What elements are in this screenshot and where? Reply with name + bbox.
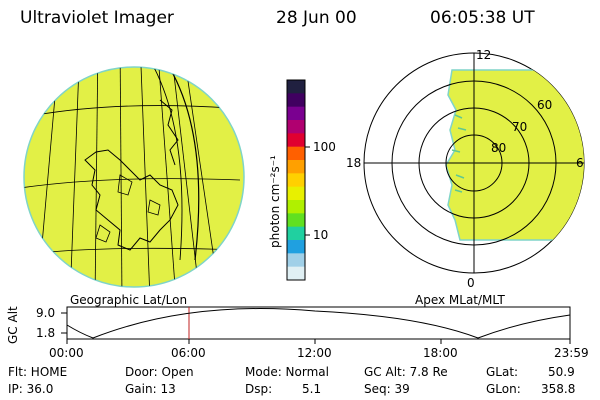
x-tick-1800: 18:00 <box>423 346 458 360</box>
altitude-ylabel: GC Alt <box>6 306 20 344</box>
colorbar-band <box>287 266 305 281</box>
status-glon-label: GLon: <box>486 382 521 396</box>
status-gc-alt: GC Alt: 7.8 Re <box>364 365 448 379</box>
colorbar-band <box>287 253 305 268</box>
geographic-image <box>23 66 245 288</box>
colorbar-tick-100: 100 <box>313 140 336 154</box>
status-flt: Flt: HOME <box>8 365 68 379</box>
header-time: 06:05:38 UT <box>430 8 535 28</box>
colorbar-band <box>287 93 305 108</box>
status-glat-value: 50.9 <box>548 365 575 379</box>
x-tick-2359: 23:59 <box>554 346 589 360</box>
colorbar-band <box>287 186 305 201</box>
colorbar-band <box>287 106 305 121</box>
mlt-label-6: 6 <box>576 156 584 170</box>
x-tick-0600: 06:00 <box>171 346 206 360</box>
status-glon-value: 358.8 <box>541 382 576 396</box>
colorbar-band <box>287 133 305 148</box>
colorbar-band <box>287 146 305 161</box>
colorbar-tick-10: 10 <box>313 228 329 242</box>
colorbar-band <box>287 213 305 228</box>
altitude-plot <box>61 306 571 344</box>
colorbar-unit-label: photon cm⁻²s⁻¹ <box>268 155 282 248</box>
colorbar-band <box>287 80 305 94</box>
x-tick-0000: 00:00 <box>49 346 84 360</box>
x-tick-1200: 12:00 <box>297 346 332 360</box>
mlat-label-70: 70 <box>512 120 528 134</box>
app-title: Ultraviolet Imager <box>20 8 174 28</box>
colorbar <box>287 80 305 281</box>
status-gain: Gain: 13 <box>125 382 176 396</box>
status-ip: IP: 36.0 <box>8 382 54 396</box>
mlt-label-18: 18 <box>346 156 362 170</box>
colorbar-band <box>287 240 305 254</box>
mlt-label-0: 0 <box>467 276 475 290</box>
colorbar-band <box>287 160 305 174</box>
colorbar-band <box>287 226 305 241</box>
geographic-label: Geographic Lat/Lon <box>70 293 188 307</box>
colorbar-band <box>287 173 305 188</box>
polar-label: Apex MLat/MLT <box>415 293 505 307</box>
mlt-label-12: 12 <box>476 48 492 62</box>
polar-image <box>363 52 585 274</box>
colorbar-band <box>287 120 305 134</box>
altitude-ymin: 1.8 <box>36 326 56 340</box>
status-dsp-label: Dsp: <box>245 382 273 396</box>
status-glat-label: GLat: <box>486 365 519 379</box>
mlat-label-60: 60 <box>537 98 553 112</box>
status-mode: Mode: Normal <box>245 365 329 379</box>
header-date: 28 Jun 00 <box>276 8 357 28</box>
status-seq: Seq: 39 <box>364 382 410 396</box>
status-dsp-value: 5.1 <box>302 382 322 396</box>
altitude-ymax: 9.0 <box>36 306 56 320</box>
status-door: Door: Open <box>125 365 194 379</box>
mlat-label-80: 80 <box>491 141 507 155</box>
colorbar-band <box>287 200 305 214</box>
